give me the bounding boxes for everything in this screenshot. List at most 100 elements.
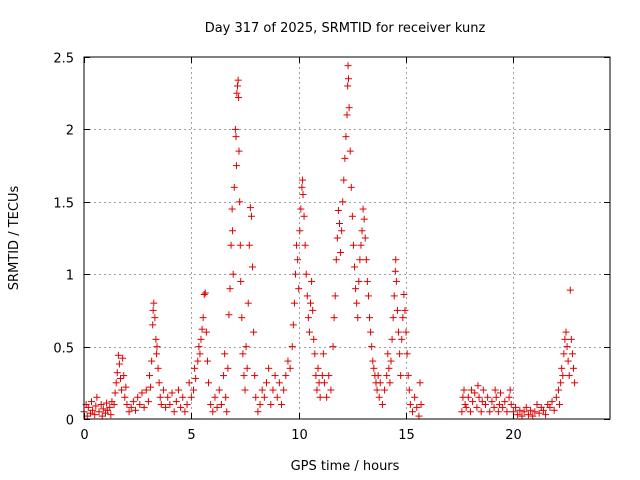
data-point [387,357,395,365]
data-point [309,306,317,314]
data-point [531,408,539,416]
data-point [152,335,160,343]
x-tick-label: 10 [291,428,308,443]
data-point [236,241,244,249]
data-point [490,403,498,411]
x-tick-label: 20 [505,428,522,443]
data-point [405,386,413,394]
data-point [244,299,252,307]
data-point [373,386,381,394]
data-point [154,364,162,372]
data-point [231,125,239,133]
data-point [539,406,547,414]
data-point [125,408,133,416]
data-point [149,306,157,314]
data-point [318,372,326,380]
data-point [302,270,310,278]
data-point [411,393,419,401]
data-point [307,299,315,307]
data-point [479,386,487,394]
data-point [552,393,560,401]
data-point [354,314,362,322]
data-point [200,290,208,298]
data-point [341,154,349,162]
data-point [352,285,360,293]
x-tick-label: 5 [187,428,195,443]
data-point [203,357,211,365]
data-point [140,403,148,411]
data-point [99,405,107,413]
data-point [370,364,378,372]
data-point [121,393,129,401]
data-point [269,386,277,394]
data-point [181,408,189,416]
data-point [164,393,172,401]
data-point [343,111,351,119]
data-point [312,372,320,380]
data-point [362,256,370,264]
data-point [340,176,348,184]
data-point [460,386,468,394]
data-point [348,212,356,220]
data-point [93,393,101,401]
data-point [337,248,345,256]
data-point [351,263,359,271]
data-point [349,241,357,249]
data-point [477,408,485,416]
data-point [397,372,405,380]
data-point [494,408,502,416]
data-point [229,270,237,278]
data-point [294,256,302,264]
data-point [194,357,202,365]
y-tick-label: 2 [66,124,74,139]
data-point [358,227,366,235]
data-point [338,227,346,235]
data-point [518,412,526,420]
y-tick-label: 1.5 [53,197,74,212]
data-point [535,409,543,417]
data-point [233,89,241,97]
data-point [400,290,408,298]
data-point [211,393,219,401]
data-point [296,227,304,235]
data-point [391,267,399,275]
data-point [174,386,182,394]
data-point [92,402,100,410]
data-point [256,401,264,409]
data-point [170,408,178,416]
data-point [323,393,331,401]
data-point [220,372,228,380]
data-point [262,379,270,387]
data-point [355,277,363,285]
data-point [546,403,554,411]
data-point [374,372,382,380]
data-point [132,406,140,414]
data-point [111,389,119,397]
data-point [565,372,573,380]
data-point [568,350,576,358]
data-point [368,343,376,351]
y-axis-label: SRMTID / TECUs [7,186,22,291]
data-point [223,408,231,416]
data-point [198,325,206,333]
data-point [524,411,532,419]
data-point [177,403,185,411]
data-point [344,62,352,70]
data-point [363,277,371,285]
data-point [168,389,176,397]
data-point [403,350,411,358]
data-point [561,335,569,343]
data-point [226,285,234,293]
data-point [570,364,578,372]
data-point [375,393,383,401]
data-point [346,147,354,155]
data-point [481,401,489,409]
data-point [416,379,424,387]
data-point [464,393,472,401]
data-point [250,328,258,336]
data-point [383,372,391,380]
data-point [267,401,275,409]
data-point [499,403,507,411]
data-point [149,321,157,329]
data-point [301,241,309,249]
